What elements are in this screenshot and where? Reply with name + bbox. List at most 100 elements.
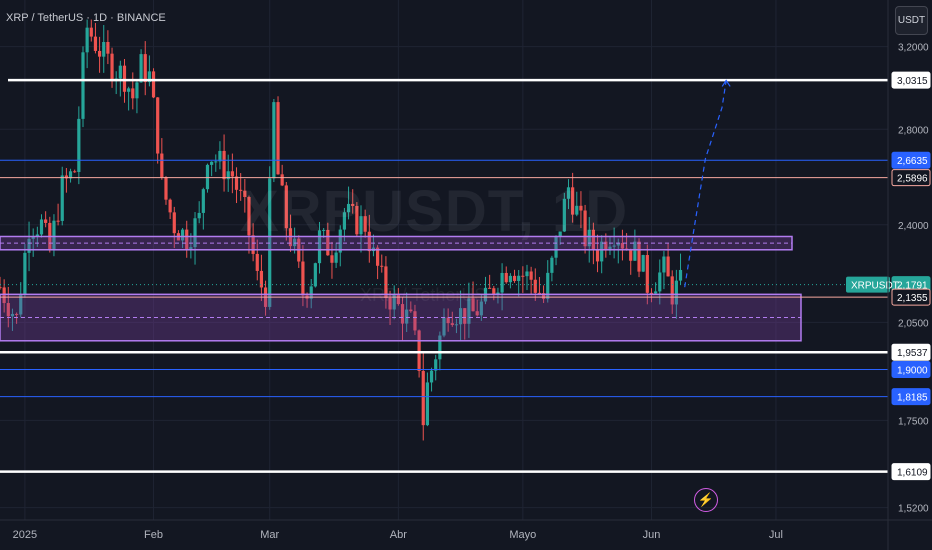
candle-body — [251, 235, 255, 254]
candle-body — [359, 216, 363, 235]
candle-body — [463, 308, 467, 324]
candle-body — [537, 292, 542, 294]
candle-body — [562, 198, 566, 232]
candle-body — [438, 335, 442, 360]
time-axis-background — [0, 520, 888, 550]
candle-body — [164, 177, 168, 200]
candle-body — [10, 313, 15, 317]
candle-body — [60, 175, 64, 221]
candle-body — [666, 256, 670, 277]
candle-body — [558, 231, 562, 237]
candle-body — [131, 88, 135, 99]
candle-body — [529, 271, 533, 280]
symbol-watermark: XRPUSDT, 1D — [240, 179, 629, 244]
candle-body — [64, 175, 68, 179]
candle-body — [525, 271, 529, 277]
x-tick-label: 2025 — [13, 529, 37, 541]
y-tick-label: 1,5200 — [898, 504, 929, 515]
candle-body — [334, 252, 338, 263]
candle-body — [342, 212, 347, 230]
x-tick-label: Jul — [769, 529, 783, 541]
candle-body — [388, 298, 392, 310]
level-price-tag — [891, 463, 931, 481]
candle-body — [575, 205, 579, 215]
level-price-tag — [891, 360, 931, 378]
candle-body — [156, 97, 160, 154]
candle-body — [19, 294, 23, 315]
y-tick-label: 1,7500 — [898, 416, 929, 427]
candle-body — [595, 249, 600, 262]
candle-body — [405, 309, 409, 324]
candle-body — [616, 243, 620, 246]
candle-body — [579, 205, 583, 211]
candle-body — [280, 174, 284, 186]
lightning-icon[interactable]: ⚡ — [694, 488, 718, 512]
candle-body — [255, 253, 259, 271]
candle-body — [479, 301, 483, 316]
candle-body — [338, 229, 342, 253]
candle-body — [521, 275, 525, 277]
candle-body — [276, 102, 280, 175]
candle-body — [102, 42, 106, 57]
level-price-tag — [891, 388, 931, 406]
candle-body — [168, 199, 172, 213]
price-axis[interactable]: 3,2000 2,8000 2,4000 2,0500 1,7500 1,5200 3,03… — [888, 0, 932, 550]
currency-selector[interactable]: USDT — [895, 6, 928, 35]
y-tick-label: 3,2000 — [898, 43, 929, 54]
candle-body — [458, 308, 463, 325]
candle-body — [587, 229, 591, 247]
x-tick-label: Jun — [643, 529, 661, 541]
x-tick-label: Mar — [260, 529, 279, 541]
candle-body — [508, 275, 512, 283]
x-tick-label: Mayo — [509, 529, 536, 541]
candle-body — [496, 292, 500, 295]
candle-body — [268, 178, 272, 307]
y-tick-label: 2,0500 — [898, 318, 929, 329]
candle-body — [475, 311, 479, 316]
candle-body — [243, 190, 247, 198]
candle-body — [93, 36, 98, 51]
candle-body — [151, 71, 156, 98]
level-price-tag — [891, 71, 931, 89]
candle-body — [81, 52, 85, 119]
candle-body — [367, 231, 371, 252]
candle-body — [214, 161, 218, 163]
candle-body — [654, 291, 658, 294]
candle-body — [674, 280, 678, 305]
candle-body — [97, 50, 102, 57]
candle-body — [658, 272, 662, 292]
candle-body — [517, 275, 521, 281]
candle-body — [317, 230, 322, 264]
level-price-label: 1,9537 — [897, 348, 928, 359]
candle-body — [533, 279, 537, 293]
candle-body — [512, 275, 517, 281]
candle-body — [629, 248, 633, 261]
candle-body — [293, 238, 297, 247]
candle-body — [429, 370, 434, 383]
candle-body — [434, 359, 438, 371]
candle-body — [488, 287, 492, 289]
time-axis[interactable]: 2025 Feb Mar Abr Mayo Jun Jul — [0, 519, 932, 550]
candle-body — [678, 269, 683, 281]
candle-body — [467, 298, 471, 324]
level-price-tag — [891, 169, 931, 187]
candle-body — [500, 272, 504, 293]
candle-body — [554, 236, 558, 258]
candle-body — [201, 189, 205, 213]
candle-body — [139, 54, 143, 83]
candle-body — [6, 303, 10, 317]
symbol-price-tag — [846, 276, 890, 293]
candle-body — [127, 88, 131, 92]
candle-body — [110, 53, 114, 82]
level-price-tag — [891, 151, 931, 169]
candle-body — [2, 287, 6, 304]
candle-body — [641, 255, 645, 272]
candle-body — [392, 295, 396, 310]
candle-body — [222, 150, 226, 180]
candle-body — [380, 265, 384, 267]
candle-body — [400, 304, 405, 324]
candle-body — [504, 272, 508, 283]
projection-arrowhead — [721, 79, 731, 87]
candle-body — [35, 234, 39, 237]
